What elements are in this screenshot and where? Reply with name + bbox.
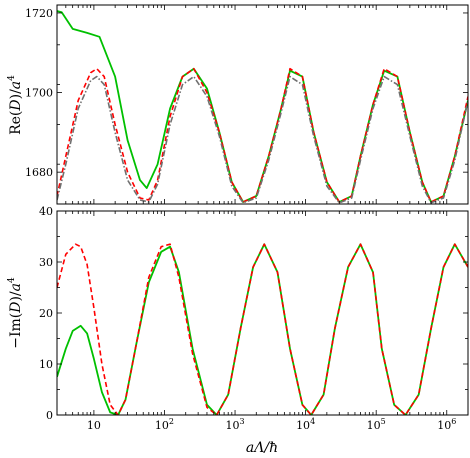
x-tick-label: 102 <box>155 417 174 432</box>
bottom-y-tick-label: 0 <box>46 409 53 422</box>
bottom-y-tick-label: 20 <box>39 307 53 320</box>
bottom-plot-area <box>57 243 468 415</box>
x-tick-label: 104 <box>296 417 315 432</box>
bottom-series-1 <box>57 243 468 415</box>
x-axis-label: aΛ/ħ <box>246 440 278 456</box>
bottom-y-tick-label: 40 <box>39 205 53 218</box>
x-tick-label: 103 <box>225 417 244 432</box>
bottom-y-axis-label: −Im(D)/a4 <box>7 277 24 349</box>
bottom-series-0 <box>57 243 468 415</box>
top-y-tick-label: 1680 <box>25 166 53 179</box>
top-y-tick-label: 1700 <box>25 87 53 100</box>
top-series-1 <box>57 67 468 203</box>
bottom-panel: 10 102 103 104 105 106 0 10 20 30 40 −Im(D)/a4 aΛ/… <box>7 205 469 456</box>
top-series-2 <box>57 75 468 204</box>
bottom-y-tick-label: 30 <box>39 256 53 269</box>
top-plot-area <box>57 10 468 204</box>
bottom-y-tick-label: 10 <box>39 358 53 371</box>
top-axes-frame <box>56 4 469 205</box>
bottom-axes-frame <box>56 210 469 416</box>
top-y-axis-label: Re(D)/a4 <box>7 75 24 135</box>
top-series-0 <box>57 10 468 203</box>
x-tick-label: 10 <box>87 419 101 432</box>
top-panel: 1680 1700 1720 Re(D)/a4 <box>7 4 469 205</box>
top-y-tick-label: 1720 <box>25 7 53 20</box>
x-tick-label: 106 <box>437 417 456 432</box>
x-tick-label: 105 <box>367 417 386 432</box>
